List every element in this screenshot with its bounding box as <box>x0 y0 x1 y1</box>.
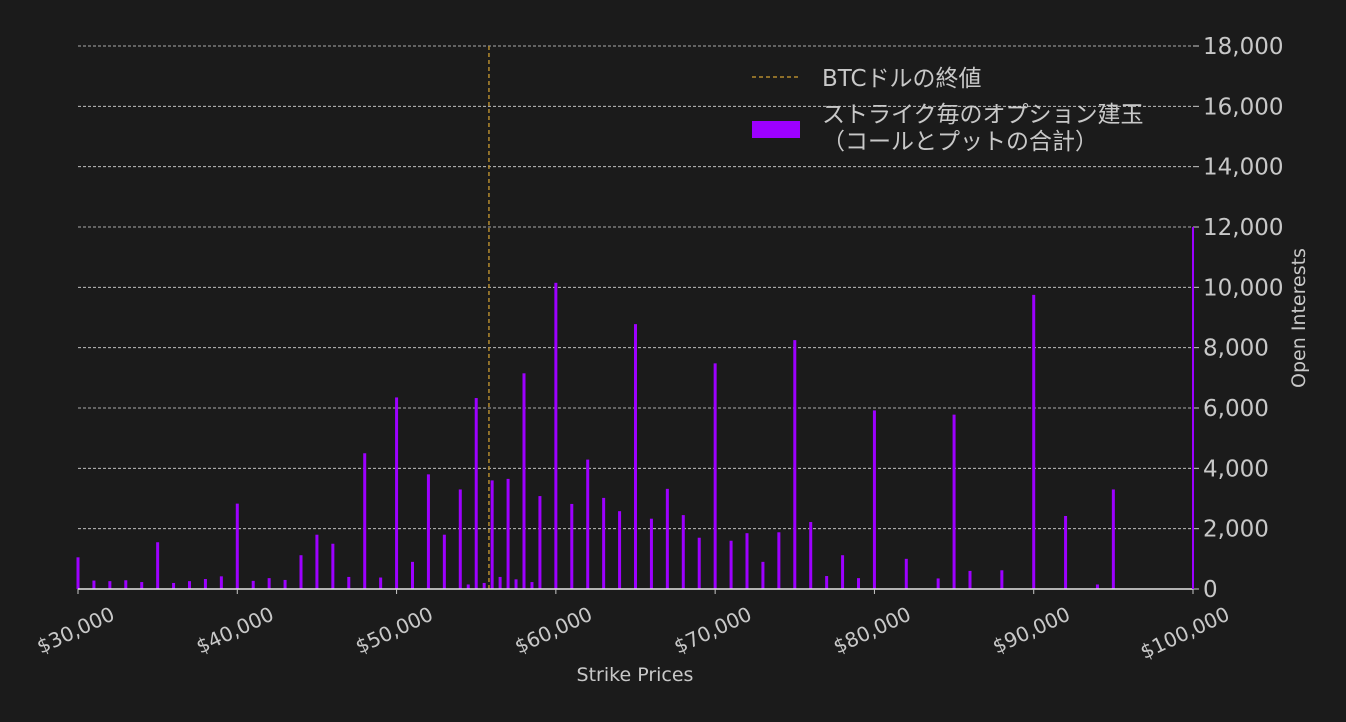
bar <box>506 478 510 589</box>
bar <box>426 474 430 589</box>
y-tick-label: 2,000 <box>1203 517 1269 543</box>
bar <box>554 282 558 589</box>
bar <box>514 579 518 589</box>
bar <box>108 581 112 589</box>
bar <box>490 480 494 589</box>
bar <box>124 580 128 589</box>
legend-bar-swatch <box>752 121 800 138</box>
y-tick-label: 18,000 <box>1203 34 1283 60</box>
bar <box>92 580 96 589</box>
bar <box>442 534 446 589</box>
bar <box>1111 489 1115 589</box>
y-tick-label: 6,000 <box>1203 396 1269 422</box>
bar <box>777 532 781 589</box>
legend-bar-label: ストライク毎のオプション建玉（コールとプットの合計） <box>822 102 1144 155</box>
bar <box>968 570 972 589</box>
bar <box>1032 294 1036 589</box>
bar <box>347 576 351 589</box>
bar <box>1095 584 1099 589</box>
legend-bar-label-line: （コールとプットの合計） <box>822 129 1098 155</box>
bar <box>570 503 574 589</box>
bar <box>649 518 653 589</box>
bar <box>299 555 303 589</box>
bar <box>697 537 701 589</box>
bar <box>586 459 590 589</box>
bar <box>841 555 845 589</box>
bar <box>331 543 335 589</box>
bar <box>713 363 717 589</box>
bar <box>793 340 797 589</box>
bar <box>315 534 319 589</box>
bar <box>379 577 383 589</box>
bar <box>857 578 860 589</box>
x-axis-label: Strike Prices <box>577 664 694 686</box>
bar <box>235 503 239 589</box>
y-tick-label: 12,000 <box>1203 215 1283 241</box>
bar <box>482 582 486 589</box>
bar <box>76 557 80 589</box>
y-tick-label: 0 <box>1203 577 1218 603</box>
bar <box>952 414 956 589</box>
y-tick-label: 14,000 <box>1203 155 1283 181</box>
bar <box>809 522 813 589</box>
bar <box>172 582 176 589</box>
y-tick-label: 16,000 <box>1203 94 1283 120</box>
y-tick-label: 10,000 <box>1203 275 1283 301</box>
bar <box>872 410 876 589</box>
bar <box>825 576 829 589</box>
bar <box>602 497 606 589</box>
bar <box>665 488 669 589</box>
bar <box>634 324 637 589</box>
bar <box>530 582 534 589</box>
bar <box>1000 570 1004 589</box>
bar <box>1064 515 1068 589</box>
bar <box>681 515 685 589</box>
bar <box>729 540 733 589</box>
bar <box>522 373 526 589</box>
legend-bar-label-line: ストライク毎のオプション建玉 <box>822 102 1144 128</box>
bar <box>156 542 160 589</box>
bar <box>203 579 207 589</box>
bar <box>936 578 940 589</box>
bar <box>618 511 622 589</box>
bar <box>458 489 462 589</box>
y-tick-label: 4,000 <box>1203 456 1269 482</box>
bar <box>411 561 414 589</box>
bar <box>904 558 908 589</box>
bar <box>267 578 271 589</box>
bar <box>363 453 367 589</box>
bar <box>283 579 287 589</box>
bars-layer <box>76 282 1115 589</box>
bar <box>466 584 470 589</box>
bar <box>188 581 191 589</box>
bar <box>395 397 399 589</box>
legend-close-label: BTCドルの終値 <box>822 66 982 92</box>
bar <box>474 398 478 589</box>
bar <box>538 496 542 589</box>
y-axis-label: Open Interests <box>1288 248 1310 388</box>
bar <box>761 561 765 589</box>
bar <box>219 576 223 589</box>
bar <box>498 576 502 589</box>
bar <box>745 533 749 589</box>
y-tick-label: 8,000 <box>1203 336 1269 362</box>
bar <box>251 580 255 589</box>
bar <box>140 582 144 589</box>
